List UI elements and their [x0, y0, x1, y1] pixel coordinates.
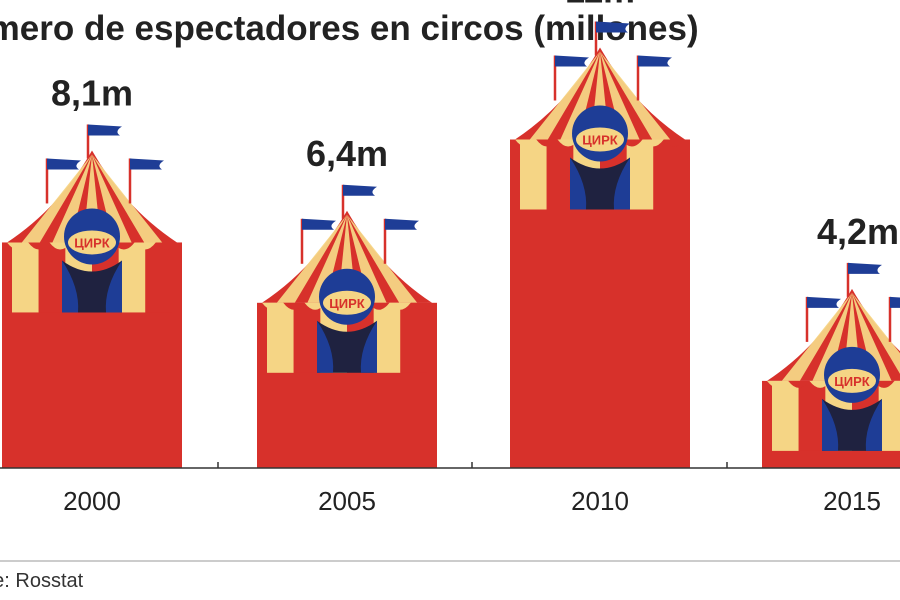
tent-wall-stripe: [373, 302, 401, 373]
tent-wall-stripe: [653, 139, 680, 210]
flag-icon: [385, 218, 419, 230]
tent-wall-stripe: [38, 242, 66, 313]
tent-wall-stripe: [118, 242, 146, 313]
value-label: 4,2m: [817, 211, 899, 252]
flag-icon: [47, 158, 81, 170]
value-label: 6,4m: [306, 133, 388, 174]
tent-curtains: [570, 157, 630, 210]
tent-wall-stripe: [520, 139, 547, 210]
flag-icon: [807, 296, 841, 308]
tent-wall-stripe: [12, 242, 39, 313]
flag-icon: [130, 158, 164, 170]
value-label: 8,1m: [51, 72, 133, 113]
flag-icon: [555, 55, 589, 67]
tent-wall-stripe: [400, 302, 427, 373]
tent-wall-stripe: [267, 302, 294, 373]
flag-icon: [88, 124, 122, 136]
x-tick-label: 2005: [318, 486, 376, 516]
flag-icon: [638, 55, 672, 67]
tent-wall-stripe: [772, 380, 799, 451]
bar-2010: ЦИРК: [510, 21, 690, 468]
tent-wall-stripe: [798, 380, 826, 451]
chart-title: Número de espectadores en circos (millon…: [0, 9, 699, 48]
tent-wall-stripe: [878, 380, 900, 451]
circus-sign-label: ЦИРК: [329, 296, 365, 311]
tent-curtains: [317, 320, 377, 373]
tent-roof: [262, 210, 432, 310]
tent-curtains: [822, 398, 882, 451]
tent-wall-stripe: [546, 139, 574, 210]
flag-icon: [596, 21, 630, 33]
tent-curtains: [62, 260, 122, 313]
bar-2000: ЦИРК: [2, 124, 182, 468]
flag-icon: [848, 262, 882, 274]
bar-2015: ЦИРК: [762, 262, 900, 468]
tent-wall-stripe: [293, 302, 321, 373]
circus-sign-label: ЦИРК: [582, 133, 618, 148]
value-label: 11m: [565, 0, 635, 11]
x-tick-label: 2015: [823, 486, 881, 516]
circus-sign-label: ЦИРК: [834, 374, 870, 389]
circus-sign-label: ЦИРК: [74, 235, 110, 250]
source-note: Fuente: Rosstat: [0, 570, 84, 592]
flag-icon: [302, 218, 336, 230]
bar-2005: ЦИРК: [257, 184, 437, 468]
x-tick-label: 2000: [63, 486, 121, 516]
flag-icon: [890, 296, 900, 308]
flag-icon: [343, 184, 377, 196]
x-tick-label: 2010: [571, 486, 629, 516]
tent-wall-stripe: [145, 242, 172, 313]
chart-marks: ЦИРК 2000 8,1m ЦИРК 2005 6,4m ЦИРК 2010 11m ЦИРК 2…: [2, 0, 900, 516]
tent-wall-stripe: [626, 139, 654, 210]
